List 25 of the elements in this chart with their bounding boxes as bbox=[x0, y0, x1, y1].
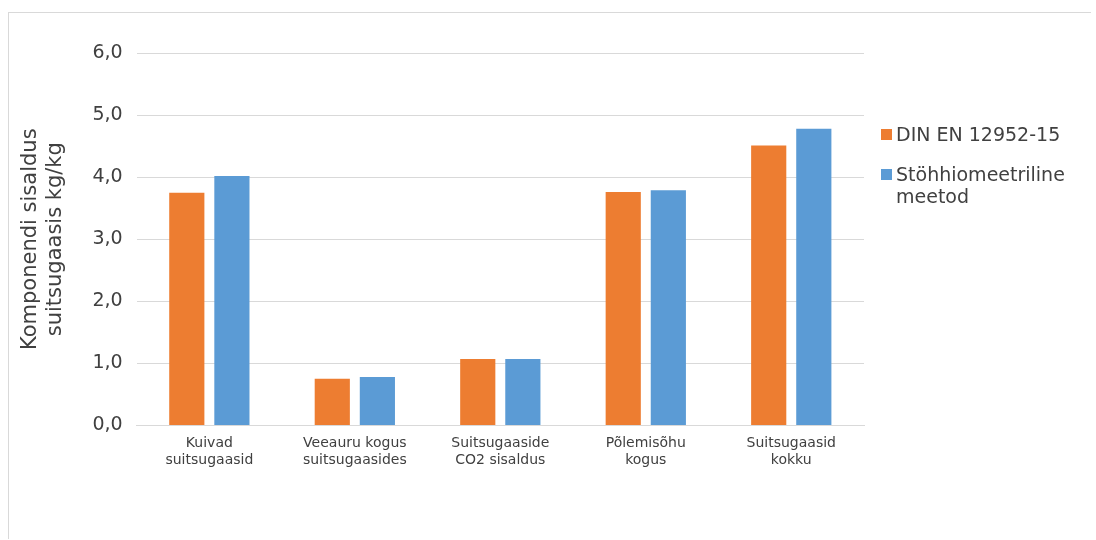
bar bbox=[605, 192, 641, 425]
bar bbox=[314, 378, 350, 425]
x-tick-label: Kuivad suitsugaasid bbox=[165, 434, 254, 468]
y-axis-title: Komponendi sisaldus suitsugaasis kg/kg bbox=[17, 128, 67, 350]
bar bbox=[169, 192, 205, 425]
bar bbox=[214, 175, 250, 425]
y-tick-label: 4,0 bbox=[92, 164, 123, 187]
bar bbox=[796, 128, 832, 425]
x-tick-label: Suitsugaaside CO2 sisaldus bbox=[451, 434, 550, 468]
bar bbox=[751, 145, 787, 425]
legend-label: DIN EN 12952-15 bbox=[896, 123, 1061, 145]
y-tick-label: 3,0 bbox=[92, 226, 123, 249]
x-tick-label: Suitsugaasid kokku bbox=[746, 434, 836, 468]
x-tick-label: Veeauru kogus suitsugaasides bbox=[302, 434, 407, 468]
y-tick-label: 1,0 bbox=[92, 350, 123, 373]
bar bbox=[505, 358, 541, 425]
y-tick-label: 5,0 bbox=[92, 102, 123, 124]
bar bbox=[650, 190, 686, 425]
bar bbox=[359, 376, 395, 425]
y-tick-label: 6,0 bbox=[92, 39, 123, 62]
y-tick-label: 0,0 bbox=[92, 412, 123, 435]
y-tick-label: 2,0 bbox=[92, 288, 123, 311]
x-tick-label: Põlemisõhu kogus bbox=[605, 434, 686, 468]
legend-label: Stöhhiomeetriline meetod bbox=[896, 163, 1066, 207]
bar bbox=[460, 358, 496, 425]
